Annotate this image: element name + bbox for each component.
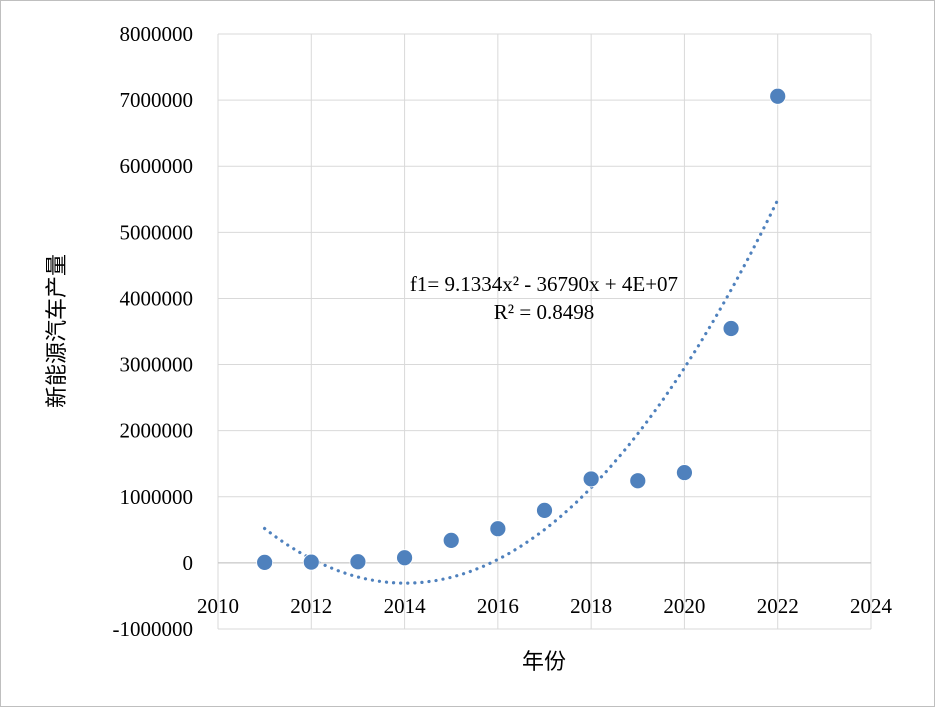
trendline (263, 198, 780, 585)
y-tick-label: 1000000 (120, 485, 194, 509)
x-tick-label: 2010 (197, 594, 239, 618)
y-tick-label: 3000000 (120, 353, 194, 377)
data-point (442, 532, 460, 549)
x-tick-label: 2022 (757, 594, 799, 618)
y-tick-label: 8000000 (120, 22, 194, 46)
data-point (349, 553, 367, 571)
data-point (536, 501, 553, 519)
y-tick-label: 4000000 (120, 286, 194, 310)
data-point (629, 472, 647, 490)
data-point (489, 520, 507, 538)
trendline-layer (263, 198, 780, 585)
x-tick-labels: 2010 2012 2014 2016 2018 2020 2022 2024 (197, 594, 893, 618)
x-axis-title: 年份 (522, 650, 566, 675)
x-tick-label: 2016 (477, 594, 519, 618)
y-tick-label: -1000000 (113, 617, 194, 641)
x-tick-label: 2024 (850, 594, 893, 618)
y-tick-label: 2000000 (120, 419, 194, 443)
y-axis-title: 新能源汽车产量 (45, 254, 70, 408)
y-tick-label: 7000000 (120, 88, 194, 112)
gridlines (217, 33, 872, 630)
data-point (302, 553, 320, 571)
data-point (582, 470, 600, 488)
data-point (769, 87, 787, 105)
y-tick-label: 5000000 (120, 220, 194, 244)
x-tick-label: 2020 (663, 594, 705, 618)
data-points (256, 87, 787, 571)
trendline-equation: f1= 9.1334x² - 36790x + 4E+07 (410, 272, 678, 296)
y-tick-labels: -1000000 0 1000000 2000000 3000000 4000000 500… (113, 22, 194, 641)
data-point (396, 549, 413, 567)
x-tick-label: 2014 (384, 594, 427, 618)
x-tick-label: 2018 (570, 594, 612, 618)
y-tick-label: 6000000 (120, 154, 194, 178)
data-point (676, 464, 693, 481)
x-tick-label: 2012 (290, 594, 332, 618)
trendline-r-squared: R² = 0.8498 (494, 300, 594, 324)
data-point (722, 320, 740, 337)
data-point (256, 553, 274, 571)
y-tick-label: 0 (183, 551, 194, 575)
